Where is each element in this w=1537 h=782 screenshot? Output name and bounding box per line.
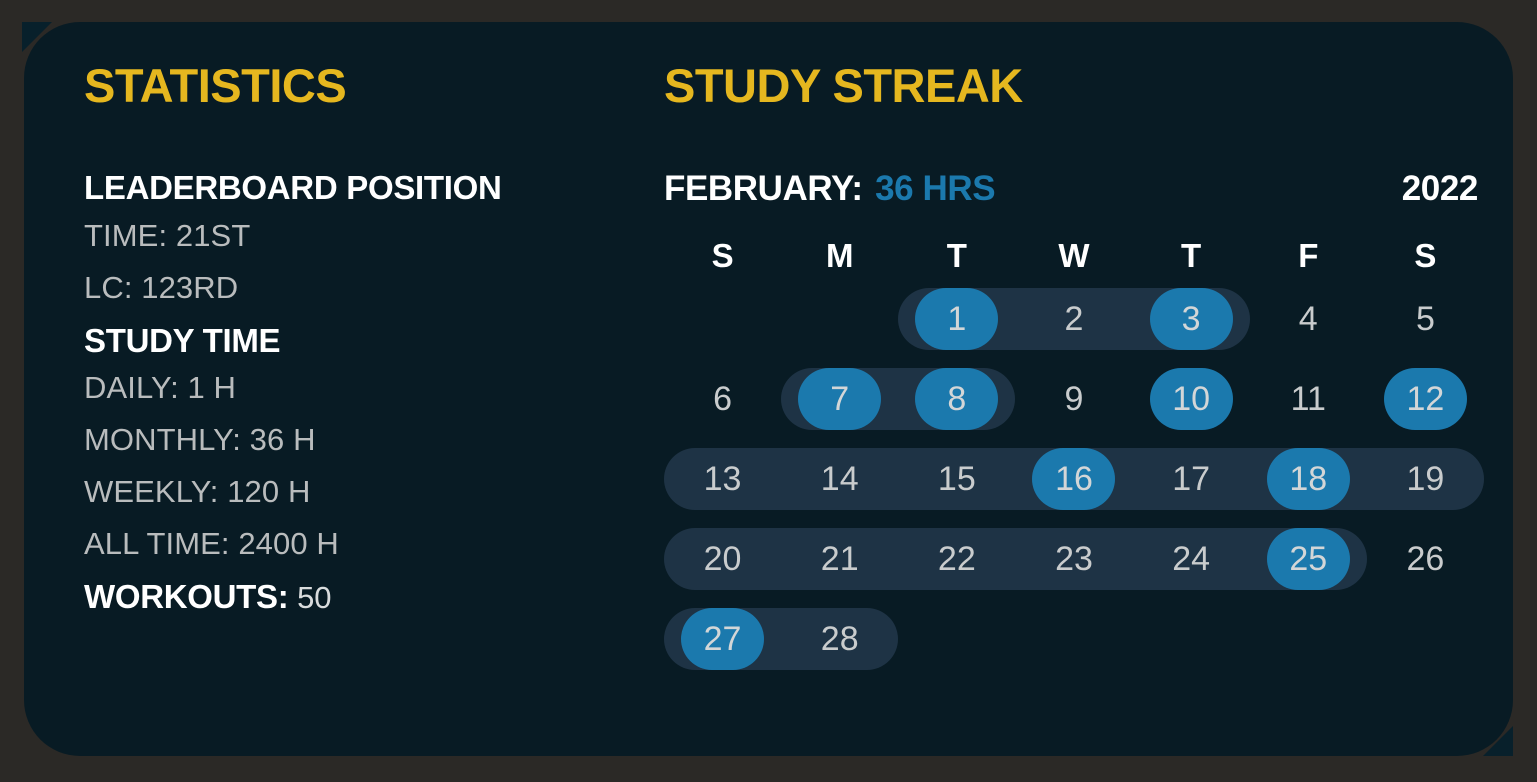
study-time-all-time: ALL TIME: 2400 H — [84, 526, 339, 562]
calendar-day-label: 19 — [1406, 460, 1445, 498]
calendar-day-12[interactable]: 12 — [1367, 368, 1484, 430]
stats-card: STATISTICS LEADERBOARD POSITION TIME: 21… — [24, 22, 1513, 756]
calendar-day-17[interactable]: 17 — [1133, 448, 1250, 510]
calendar-day-23[interactable]: 23 — [1015, 528, 1132, 590]
calendar-day-label: 6 — [713, 380, 733, 418]
calendar-day-16[interactable]: 16 — [1015, 448, 1132, 510]
calendar-day-13[interactable]: 13 — [664, 448, 781, 510]
calendar-day-label: 25 — [1266, 528, 1350, 590]
weekday-header-1: M — [825, 237, 854, 274]
study-time-monthly: MONTHLY: 36 H — [84, 422, 316, 458]
calendar-day-label: 12 — [1383, 368, 1467, 430]
calendar-day-15[interactable]: 15 — [898, 448, 1015, 510]
workouts-label: WORKOUTS: — [84, 578, 289, 616]
calendar-day-label: 22 — [937, 540, 976, 578]
weekday-header-4: T — [1181, 237, 1202, 274]
calendar-day-5[interactable]: 5 — [1367, 288, 1484, 350]
streak-connector-bar — [664, 528, 1367, 590]
leaderboard-lc-rank: LC: 123RD — [84, 269, 239, 305]
month-name-label: FEBRUARY: — [664, 169, 863, 208]
calendar-day-label: 23 — [1055, 540, 1093, 578]
calendar-day-11[interactable]: 11 — [1250, 368, 1367, 430]
leaderboard-time-rank: TIME: 21ST — [84, 217, 251, 253]
study-time-daily: DAILY: 1 H — [84, 370, 237, 406]
calendar-day-10[interactable]: 10 — [1133, 368, 1250, 430]
weekday-header-0: S — [711, 237, 734, 274]
calendar-day-1[interactable]: 1 — [898, 288, 1015, 350]
calendar-week-row: 1 2 3 4 5 — [664, 288, 1484, 350]
weekday-header-3: W — [1058, 237, 1090, 274]
calendar-day-label: 13 — [703, 460, 742, 498]
calendar-day-label: 7 — [798, 368, 882, 430]
calendar-day-label: 10 — [1149, 368, 1233, 430]
calendar-day-label: 4 — [1298, 300, 1318, 338]
calendar-day-label: 27 — [681, 608, 765, 670]
calendar-day-25[interactable]: 25 — [1250, 528, 1367, 590]
statistics-panel: STATISTICS LEADERBOARD POSITION TIME: 21… — [60, 60, 660, 726]
calendar-day-label: 9 — [1064, 380, 1084, 418]
calendar-day-14[interactable]: 14 — [781, 448, 898, 510]
leaderboard-position-heading: LEADERBOARD POSITION — [84, 169, 502, 206]
calendar-day-7[interactable]: 7 — [781, 368, 898, 430]
calendar-day-label: 18 — [1266, 448, 1350, 510]
study-time-heading: STUDY TIME — [84, 321, 281, 359]
calendar-day-label: 3 — [1149, 288, 1233, 350]
month-summary: FEBRUARY: 36 HRS — [664, 169, 996, 209]
calendar-day-19[interactable]: 19 — [1367, 448, 1484, 510]
year-label: 2022 — [1401, 169, 1479, 208]
workouts-row: WORKOUTS: 50 — [84, 580, 660, 613]
weekday-header-2: T — [946, 237, 967, 274]
study-time-weekly: WEEKLY: 120 H — [84, 474, 311, 510]
calendar-day-22[interactable]: 22 — [898, 528, 1015, 590]
calendar-weeks: 1 2 3 4 5 6 7 8 9 10 11 12 13 14 15 16 17 18 19 20 21 22 23 24 2… — [664, 288, 1484, 670]
calendar-day-24[interactable]: 24 — [1133, 528, 1250, 590]
calendar-day-3[interactable]: 3 — [1133, 288, 1250, 350]
calendar-day-label: 21 — [820, 540, 859, 578]
month-summary-row: FEBRUARY: 36 HRS 2022 — [664, 169, 1484, 209]
calendar-day-label: 17 — [1172, 460, 1211, 498]
calendar-day-label: 1 — [915, 288, 999, 350]
weekday-header-6: S — [1414, 237, 1437, 274]
calendar-day-28[interactable]: 28 — [781, 608, 898, 670]
calendar-day-8[interactable]: 8 — [898, 368, 1015, 430]
calendar-day-label: 20 — [703, 540, 742, 578]
calendar-day-6[interactable]: 6 — [664, 368, 781, 430]
calendar-week-row: 13 14 15 16 17 18 19 — [664, 448, 1484, 510]
calendar-day-label: 24 — [1172, 540, 1211, 578]
month-hours-value: 36 HRS — [875, 169, 996, 208]
calendar-day-20[interactable]: 20 — [664, 528, 781, 590]
calendar-day-label: 15 — [937, 460, 976, 498]
calendar-day-4[interactable]: 4 — [1250, 288, 1367, 350]
calendar-day-2[interactable]: 2 — [1015, 288, 1132, 350]
calendar-week-row: 20 21 22 23 24 25 26 — [664, 528, 1484, 590]
calendar-day-label: 11 — [1290, 380, 1326, 418]
weekday-header-5: F — [1298, 237, 1319, 274]
calendar-day-26[interactable]: 26 — [1367, 528, 1484, 590]
statistics-title: STATISTICS — [84, 59, 347, 112]
calendar-day-label: 16 — [1032, 448, 1116, 510]
calendar-day-label: 2 — [1064, 300, 1084, 338]
calendar-week-row: 27 28 — [664, 608, 1484, 670]
calendar-day-label: 26 — [1406, 540, 1445, 578]
calendar-day-label: 14 — [820, 460, 859, 498]
workouts-value: 50 — [297, 580, 332, 616]
calendar-day-label: 5 — [1415, 300, 1435, 338]
study-streak-title: STUDY STREAK — [664, 59, 1023, 112]
calendar-day-label: 28 — [820, 620, 859, 658]
calendar-day-9[interactable]: 9 — [1015, 368, 1132, 430]
calendar-day-label: 8 — [915, 368, 999, 430]
calendar-day-18[interactable]: 18 — [1250, 448, 1367, 510]
calendar-day-21[interactable]: 21 — [781, 528, 898, 590]
calendar-day-27[interactable]: 27 — [664, 608, 781, 670]
calendar-week-row: 6 7 8 9 10 11 12 — [664, 368, 1484, 430]
